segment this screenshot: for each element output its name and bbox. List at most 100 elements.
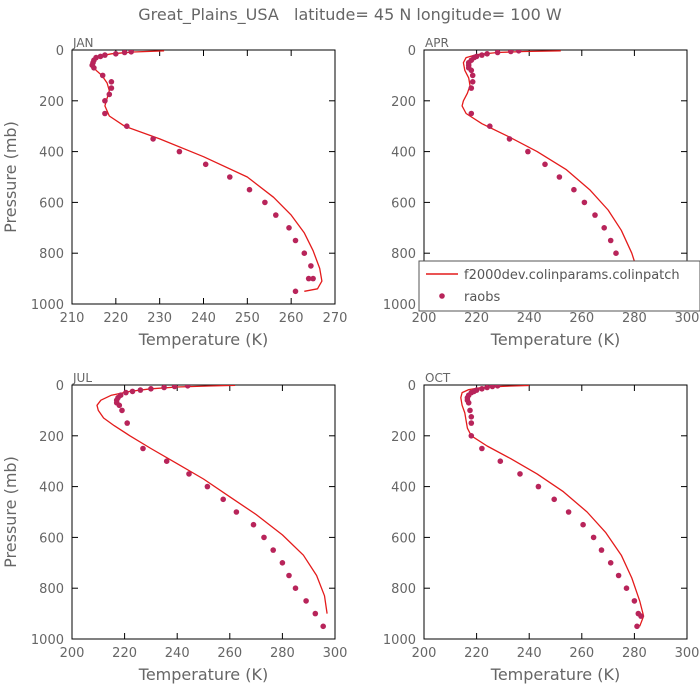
obs-point (615, 572, 622, 579)
obs-point (638, 613, 644, 619)
obs-point (301, 250, 308, 256)
x-tick-label: 280 (622, 646, 647, 661)
panel-oct: 200 220 240 260 280 300 0 200 400 600 800 1000 OCT Te… (383, 371, 700, 684)
x-axis-label: Temperature (K) (490, 330, 620, 349)
obs-point (497, 458, 504, 465)
y-tick-label: 0 (408, 379, 416, 394)
panel-title-oct: OCT (425, 371, 451, 385)
x-tick-label: 220 (112, 646, 137, 661)
obs-point (102, 52, 108, 58)
y-tick-label: 400 (391, 146, 416, 161)
x-axis-label: Temperature (K) (138, 330, 268, 349)
obs-point (186, 471, 192, 477)
x-tick-label: 240 (165, 646, 190, 661)
x-tick-label: 260 (569, 646, 594, 661)
obs-point (320, 623, 327, 630)
y-tick-label: 400 (391, 481, 416, 496)
obs-point (97, 53, 104, 60)
panel-jan: 210 220 230 240 250 260 270 0 200 400 600 800 1000 JA… (1, 36, 347, 349)
obs-point (489, 385, 496, 390)
y-tick-label: 600 (39, 196, 64, 211)
obs-point (469, 79, 476, 85)
obs-point (106, 91, 113, 98)
obs-point (129, 388, 136, 395)
obs-point (613, 250, 619, 256)
y-tick-label: 800 (39, 247, 64, 262)
x-tick-label: 240 (517, 646, 542, 661)
obs-point (233, 509, 240, 515)
obs-point (113, 51, 119, 57)
obs-point (121, 50, 128, 56)
y-tick-label: 600 (391, 531, 416, 546)
obs-point (634, 623, 640, 630)
model-line-oct (460, 385, 645, 627)
obs-point (607, 560, 614, 566)
x-tick-label: 280 (622, 311, 647, 326)
obs-point (484, 51, 490, 57)
y-tick-label: 200 (39, 95, 64, 110)
obs-point (515, 50, 522, 54)
obs-point (623, 585, 630, 591)
obs-point (91, 65, 97, 71)
x-tick-label: 300 (323, 646, 348, 661)
obs-point (150, 136, 156, 142)
obs-point (535, 483, 542, 490)
y-tick-label: 800 (391, 247, 416, 262)
obs-point (292, 585, 299, 591)
obs-point (556, 174, 563, 180)
obs-point (607, 237, 614, 244)
obs-point (508, 50, 514, 55)
obs-point (590, 534, 597, 541)
obs-point (598, 547, 605, 553)
obs-point (108, 85, 115, 91)
obs-point (176, 148, 183, 155)
obs-point (542, 161, 548, 168)
x-tick-label: 220 (103, 311, 128, 326)
x-tick-label: 200 (412, 311, 437, 326)
data-layer-jan (89, 50, 323, 295)
obs-point (292, 288, 299, 295)
obs-point (273, 212, 279, 218)
y-tick-label: 0 (408, 44, 416, 59)
obs-point (102, 110, 108, 117)
obs-point (148, 386, 154, 392)
x-tick-label: 240 (191, 311, 216, 326)
obs-point (479, 386, 485, 392)
data-layer-oct (460, 385, 645, 630)
legend-model-label: f2000dev.colinparams.colinpatch (464, 268, 680, 283)
obs-point (517, 471, 523, 477)
y-tick-label: 600 (39, 531, 64, 546)
y-tick-label: 800 (39, 582, 64, 597)
obs-point (163, 458, 170, 465)
obs-point (128, 50, 134, 55)
obs-point (123, 389, 129, 396)
x-tick-label: 260 (569, 311, 594, 326)
legend-box (418, 260, 700, 312)
obs-point (312, 610, 319, 617)
obs-point (246, 186, 253, 193)
obs-point (305, 275, 312, 282)
x-tick-label: 220 (464, 311, 489, 326)
obs-point (270, 547, 277, 553)
y-tick-label: 200 (39, 430, 64, 445)
x-tick-label: 230 (147, 311, 172, 326)
obs-point (487, 123, 493, 129)
obs-point (261, 534, 267, 541)
x-tick-label: 300 (675, 646, 700, 661)
obs-point (220, 496, 226, 503)
obs-point (286, 572, 292, 579)
x-tick-label: 260 (217, 646, 242, 661)
obs-point (308, 263, 314, 269)
y-tick-label: 1000 (31, 298, 64, 313)
obs-point (631, 598, 638, 604)
y-axis-label: Pressure (mb) (1, 456, 20, 568)
y-tick-label: 1000 (31, 633, 64, 648)
model-line-jul (96, 385, 328, 614)
obs-point (494, 385, 501, 389)
obs-point (124, 420, 130, 426)
obs-point (571, 186, 577, 193)
figure-title: Great_Plains_USA latitude= 45 N longitud… (138, 5, 562, 25)
panel-jul: 200 220 240 260 280 300 0 200 400 600 800 1000 JUL Te… (1, 371, 347, 684)
x-tick-label: 220 (464, 646, 489, 661)
obs-point (468, 85, 475, 91)
